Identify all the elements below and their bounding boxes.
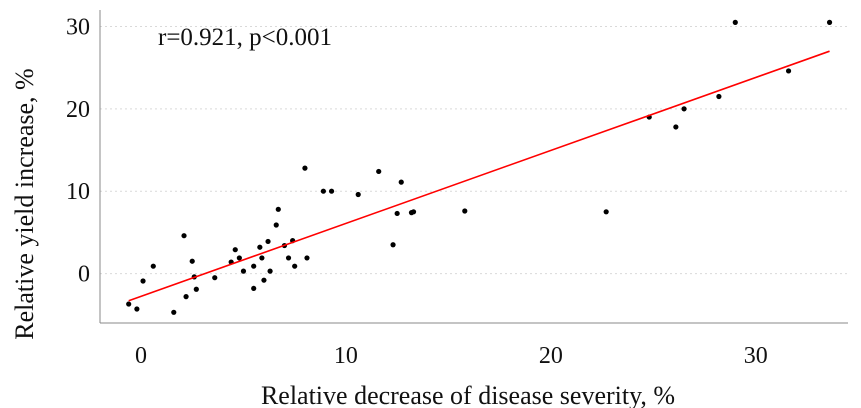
data-point-4 — [171, 309, 177, 315]
data-point-10 — [212, 275, 218, 281]
axes — [99, 10, 848, 324]
data-point-19 — [261, 277, 267, 283]
data-point-16 — [251, 285, 257, 292]
x-tick-label-1: 10 — [334, 343, 358, 369]
x-tick-label-0: 0 — [135, 343, 147, 369]
data-points — [126, 19, 833, 315]
x-tick-labels: 0 10 20 30 — [135, 343, 768, 369]
data-point-21 — [267, 268, 273, 274]
gridlines — [100, 25, 848, 275]
data-point-18 — [259, 255, 265, 261]
data-point-33 — [376, 168, 382, 175]
data-point-7 — [189, 258, 195, 264]
y-tick-labels: 0 10 20 30 — [66, 14, 90, 287]
data-point-13 — [236, 255, 242, 261]
data-point-22 — [273, 222, 279, 228]
data-point-27 — [292, 263, 298, 269]
x-axis-label: Relative decrease of disease severity, % — [261, 381, 675, 408]
data-point-44 — [716, 93, 722, 100]
data-point-9 — [193, 286, 199, 292]
data-point-3 — [150, 263, 156, 269]
data-point-32 — [355, 191, 361, 198]
data-point-45 — [732, 19, 738, 25]
data-point-38 — [410, 209, 417, 215]
data-point-47 — [826, 19, 833, 25]
y-tick-label-1: 10 — [66, 179, 90, 205]
x-tick-label-3: 30 — [744, 343, 768, 369]
correlation-annotation: r=0.921, p<0.001 — [158, 24, 332, 51]
data-point-31 — [328, 188, 335, 194]
data-point-20 — [265, 238, 271, 245]
data-point-6 — [183, 294, 189, 300]
y-tick-label-2: 20 — [66, 97, 90, 123]
data-point-2 — [140, 278, 146, 284]
data-point-29 — [304, 255, 310, 261]
data-point-39 — [462, 208, 468, 214]
y-tick-label-3: 30 — [66, 14, 90, 40]
data-point-28 — [302, 165, 308, 171]
x-tick-label-2: 20 — [539, 343, 563, 369]
data-point-34 — [390, 242, 396, 248]
data-point-46 — [785, 68, 792, 74]
data-point-0 — [126, 301, 132, 307]
data-point-15 — [251, 263, 257, 269]
data-point-42 — [673, 124, 679, 130]
data-point-12 — [232, 247, 238, 253]
data-point-43 — [681, 106, 687, 112]
y-axis-label: Relative yield increase, % — [10, 68, 39, 339]
data-point-36 — [398, 179, 404, 185]
regression-line — [128, 50, 830, 302]
y-tick-label-0: 0 — [78, 262, 90, 288]
data-point-1 — [134, 306, 140, 312]
data-point-40 — [603, 209, 609, 215]
data-point-17 — [257, 244, 263, 250]
data-point-30 — [320, 188, 326, 194]
data-point-25 — [285, 255, 292, 261]
data-point-5 — [181, 233, 187, 239]
data-point-14 — [240, 268, 247, 274]
data-point-35 — [394, 210, 400, 217]
data-point-23 — [275, 206, 281, 212]
